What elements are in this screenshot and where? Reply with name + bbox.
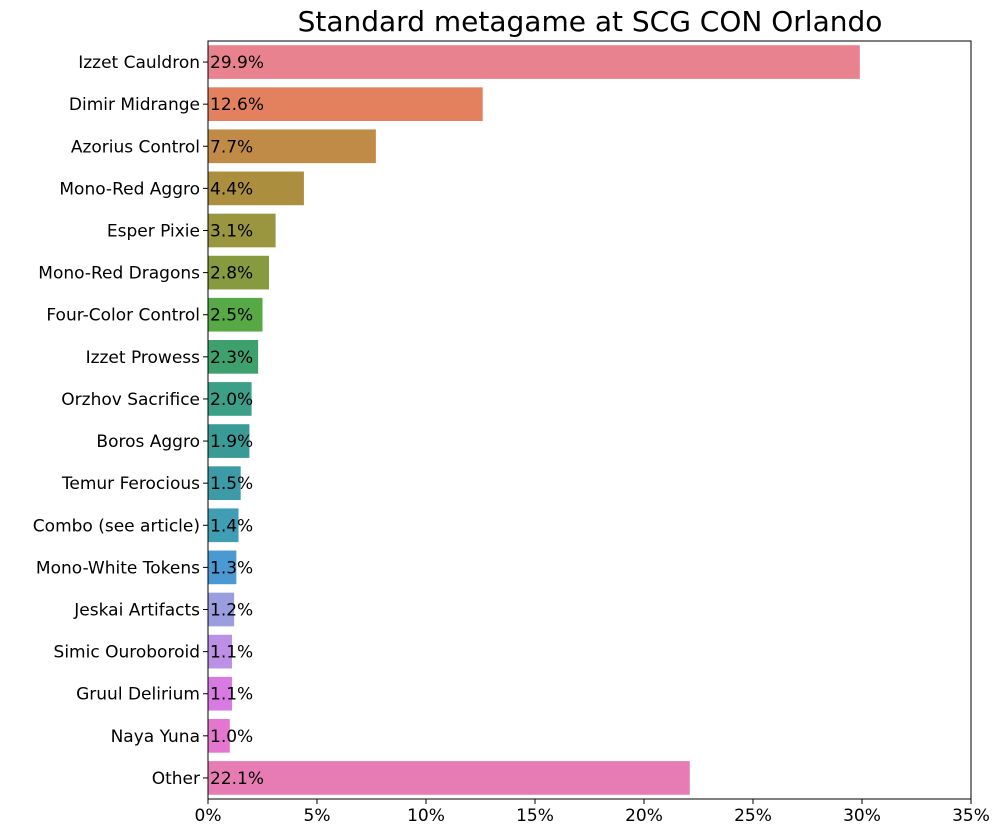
category-label: Four-Color Control (46, 306, 200, 326)
x-tick-label: 30% (843, 806, 881, 826)
x-tick-label: 10% (407, 806, 445, 826)
category-label: Boros Aggro (96, 432, 200, 452)
x-tick-label: 15% (516, 806, 554, 826)
x-tick-label: 5% (304, 806, 331, 826)
category-label: Dimir Midrange (69, 95, 200, 115)
plot-frame (207, 40, 972, 800)
data-label: 2.0% (210, 390, 253, 410)
category-label: Izzet Cauldron (78, 53, 200, 73)
category-label: Mono-Red Aggro (59, 179, 200, 199)
category-label: Combo (see article) (33, 516, 200, 536)
category-label: Simic Ouroboroid (54, 643, 200, 663)
category-label: Orzhov Sacrifice (61, 390, 200, 410)
bar (208, 213, 276, 248)
category-label: Naya Yuna (111, 727, 200, 747)
bar (208, 171, 304, 206)
bar (208, 45, 860, 79)
bars-group (208, 45, 860, 795)
bar (208, 718, 230, 753)
x-axis-ticks-group: 0% 5% 10% 15% 20% 25% 30% 35% (195, 799, 990, 826)
data-label: 1.5% (210, 474, 253, 494)
category-label: Mono-White Tokens (36, 558, 200, 578)
data-label: 1.9% (210, 432, 253, 452)
data-label: 2.5% (210, 306, 253, 326)
bar (208, 508, 239, 543)
category-labels-group: Izzet Cauldron Dimir Midrange Azorius Cont… (33, 53, 208, 789)
chart-title: Standard metagame at SCG CON Orlando (298, 5, 883, 38)
data-label: 2.3% (210, 348, 253, 368)
bar (208, 129, 376, 164)
bar (208, 761, 690, 795)
data-label: 3.1% (210, 222, 253, 242)
data-label: 7.7% (210, 137, 253, 157)
x-tick-label: 20% (625, 806, 663, 826)
category-label: Mono-Red Dragons (38, 264, 200, 284)
data-labels-group: 29.9% 12.6% 7.7% 4.4% 3.1% 2.8% 2.5% 2.3% 2.0% 1.… (210, 53, 264, 789)
bar (208, 466, 241, 501)
bar (208, 424, 250, 458)
data-label: 12.6% (210, 95, 264, 115)
data-label: 29.9% (210, 53, 264, 73)
bar (208, 339, 259, 374)
category-label: Esper Pixie (107, 222, 200, 242)
x-tick-label: 25% (734, 806, 772, 826)
category-label: Azorius Control (71, 137, 200, 157)
category-label: Gruul Delirium (76, 685, 200, 705)
bar (208, 255, 270, 290)
data-label: 1.0% (210, 727, 253, 747)
bar (208, 550, 237, 585)
data-label: 4.4% (210, 179, 253, 199)
bar (208, 87, 483, 122)
bar (208, 297, 263, 332)
bar (208, 592, 235, 627)
bar (208, 634, 232, 669)
category-label: Temur Ferocious (61, 474, 200, 494)
x-tick-label: 35% (952, 806, 990, 826)
data-label: 22.1% (210, 769, 264, 789)
category-label: Jeskai Artifacts (73, 601, 200, 621)
data-label: 1.4% (210, 516, 253, 536)
data-label: 2.8% (210, 264, 253, 284)
x-tick-label: 0% (195, 806, 222, 826)
data-label: 1.1% (210, 685, 253, 705)
data-label: 1.2% (210, 601, 253, 621)
category-label: Izzet Prowess (86, 348, 201, 368)
data-label: 1.1% (210, 643, 253, 663)
bar (208, 382, 252, 416)
data-label: 1.3% (210, 558, 253, 578)
bar (208, 676, 232, 711)
category-label: Other (152, 769, 200, 789)
